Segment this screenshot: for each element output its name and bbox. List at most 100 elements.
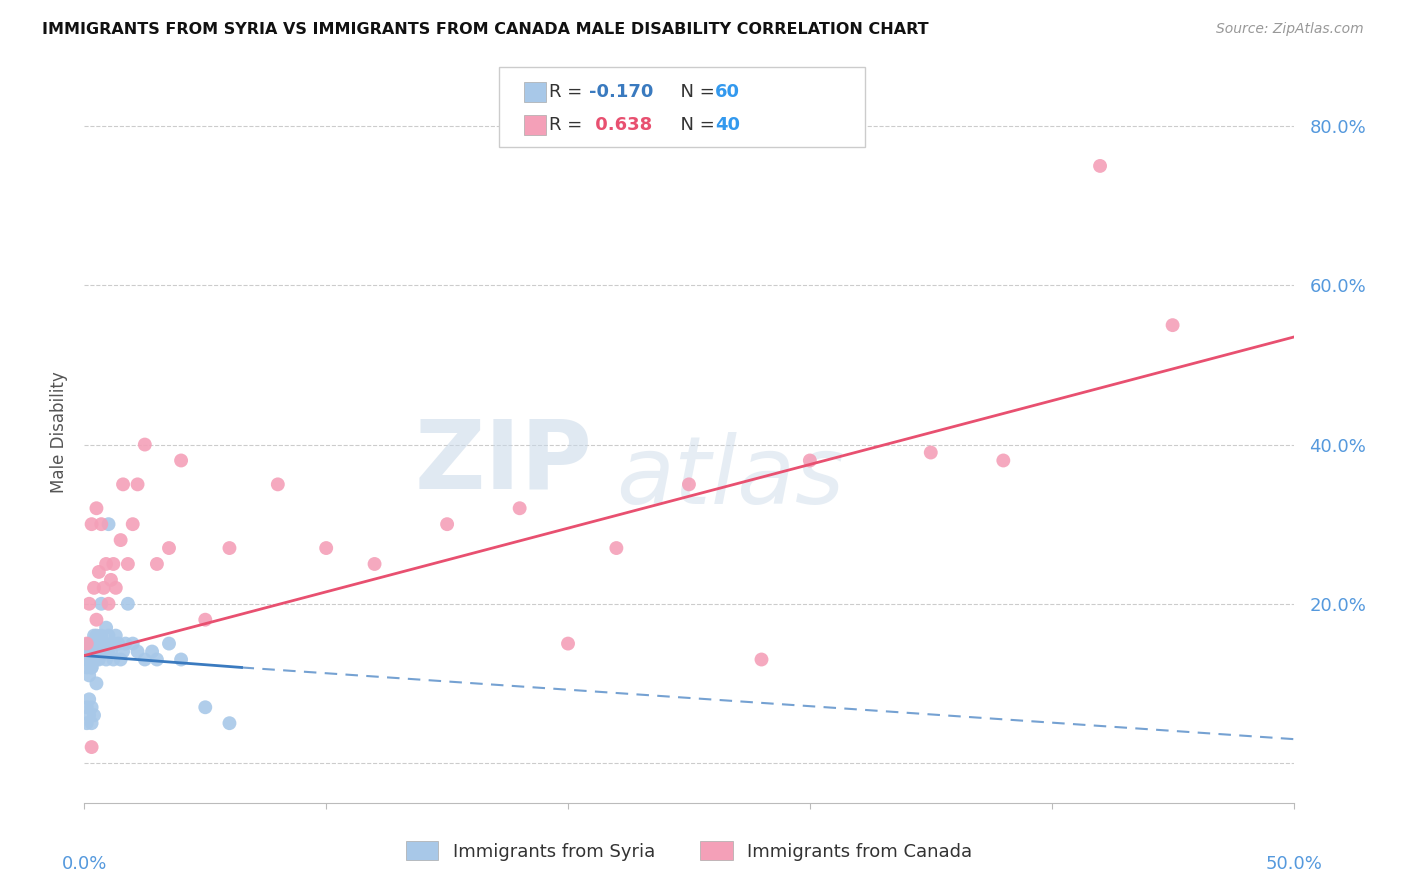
Point bbox=[436, 517, 458, 532]
Point bbox=[80, 716, 103, 731]
Point bbox=[104, 629, 127, 643]
Text: N =: N = bbox=[669, 83, 720, 101]
Point bbox=[218, 716, 240, 731]
Point bbox=[76, 652, 98, 666]
Point bbox=[993, 453, 1015, 467]
Point bbox=[87, 652, 110, 666]
Point bbox=[146, 557, 169, 571]
Point bbox=[83, 629, 105, 643]
Point bbox=[83, 644, 105, 658]
Point bbox=[77, 668, 100, 682]
Point bbox=[80, 660, 103, 674]
Point bbox=[678, 477, 700, 491]
Point bbox=[76, 660, 98, 674]
Point bbox=[799, 453, 821, 467]
Point bbox=[605, 541, 627, 555]
Point bbox=[87, 565, 110, 579]
Point bbox=[112, 644, 135, 658]
Text: 0.638: 0.638 bbox=[589, 116, 652, 134]
Text: R =: R = bbox=[550, 83, 588, 101]
Point bbox=[97, 597, 120, 611]
Point bbox=[100, 637, 122, 651]
Point bbox=[86, 613, 108, 627]
Text: IMMIGRANTS FROM SYRIA VS IMMIGRANTS FROM CANADA MALE DISABILITY CORRELATION CHAR: IMMIGRANTS FROM SYRIA VS IMMIGRANTS FROM… bbox=[42, 22, 929, 37]
Point bbox=[127, 644, 149, 658]
Point bbox=[77, 652, 100, 666]
Point bbox=[267, 477, 290, 491]
Point bbox=[80, 652, 103, 666]
Point bbox=[194, 613, 217, 627]
Point bbox=[87, 644, 110, 658]
Point bbox=[77, 708, 100, 723]
Legend: Immigrants from Syria, Immigrants from Canada: Immigrants from Syria, Immigrants from C… bbox=[398, 834, 980, 868]
Point bbox=[90, 644, 112, 658]
Point bbox=[218, 541, 240, 555]
Point bbox=[80, 517, 103, 532]
Point bbox=[509, 501, 531, 516]
Text: Source: ZipAtlas.com: Source: ZipAtlas.com bbox=[1216, 22, 1364, 37]
Point bbox=[94, 557, 117, 571]
Point bbox=[83, 708, 105, 723]
Point bbox=[110, 652, 132, 666]
Point bbox=[93, 637, 115, 651]
Point bbox=[76, 716, 98, 731]
Text: 40: 40 bbox=[716, 116, 740, 134]
Point bbox=[94, 621, 117, 635]
Point bbox=[103, 637, 125, 651]
Point bbox=[80, 660, 103, 674]
Point bbox=[94, 652, 117, 666]
Point bbox=[86, 644, 108, 658]
Point bbox=[87, 637, 110, 651]
Point bbox=[83, 581, 105, 595]
Text: R =: R = bbox=[550, 116, 588, 134]
Y-axis label: Male Disability: Male Disability bbox=[49, 372, 67, 493]
Point bbox=[97, 644, 120, 658]
Point bbox=[1161, 318, 1184, 333]
Point bbox=[80, 644, 103, 658]
Point bbox=[194, 700, 217, 714]
Point bbox=[76, 700, 98, 714]
Point bbox=[127, 477, 149, 491]
Point bbox=[90, 597, 112, 611]
Point bbox=[76, 637, 98, 651]
Point bbox=[86, 629, 108, 643]
Point bbox=[103, 557, 125, 571]
Text: -0.170: -0.170 bbox=[589, 83, 652, 101]
Point bbox=[146, 652, 169, 666]
Point bbox=[170, 652, 193, 666]
Point bbox=[77, 637, 100, 651]
Point bbox=[90, 629, 112, 643]
Point bbox=[77, 597, 100, 611]
Point bbox=[100, 644, 122, 658]
Text: 60: 60 bbox=[716, 83, 740, 101]
Point bbox=[107, 637, 129, 651]
Point bbox=[117, 557, 139, 571]
Point bbox=[170, 453, 193, 467]
Point bbox=[315, 541, 337, 555]
Point bbox=[112, 477, 135, 491]
Point bbox=[114, 637, 136, 651]
Point bbox=[104, 581, 127, 595]
Text: N =: N = bbox=[669, 116, 720, 134]
Point bbox=[90, 517, 112, 532]
Point bbox=[121, 637, 143, 651]
Point bbox=[80, 740, 103, 755]
Text: atlas: atlas bbox=[616, 432, 845, 523]
Point bbox=[86, 652, 108, 666]
Point bbox=[751, 652, 773, 666]
Point bbox=[77, 692, 100, 706]
Text: 50.0%: 50.0% bbox=[1265, 855, 1322, 872]
Point bbox=[87, 637, 110, 651]
Point bbox=[557, 637, 579, 651]
Point bbox=[86, 501, 108, 516]
Point bbox=[97, 629, 120, 643]
Point bbox=[920, 445, 942, 459]
Point bbox=[76, 644, 98, 658]
Point bbox=[100, 573, 122, 587]
Point bbox=[363, 557, 385, 571]
Text: 0.0%: 0.0% bbox=[62, 855, 107, 872]
Point bbox=[121, 517, 143, 532]
Point bbox=[134, 437, 156, 451]
Point bbox=[83, 637, 105, 651]
Point bbox=[80, 700, 103, 714]
